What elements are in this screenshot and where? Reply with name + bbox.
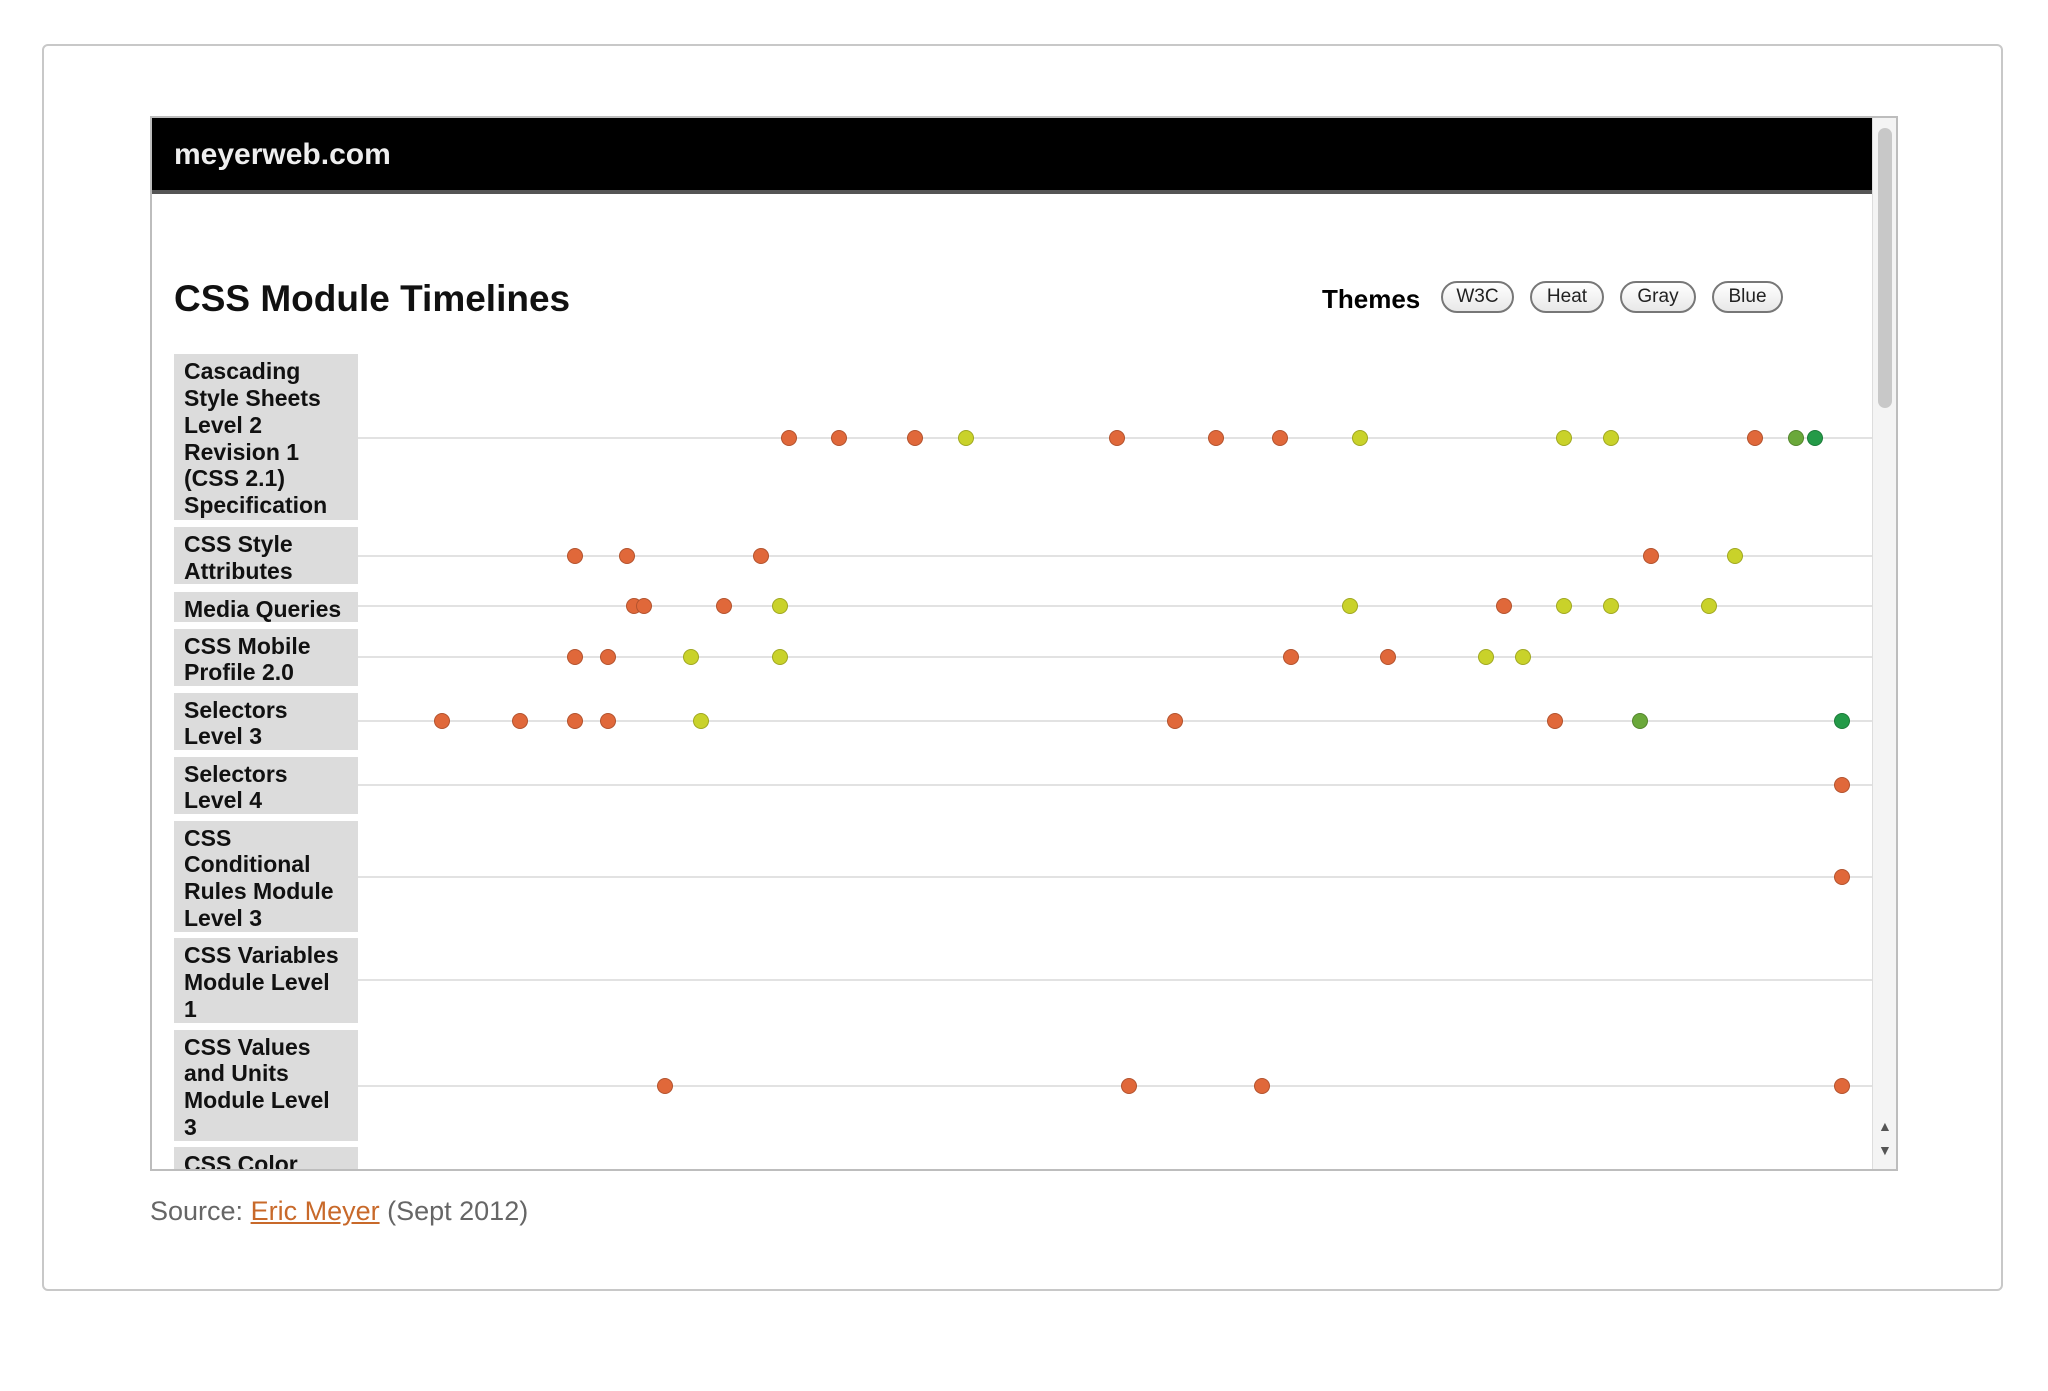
timeline-event [1602, 598, 1619, 615]
module-label: Cascading Style Sheets Level 2 Revision … [174, 354, 358, 521]
theme-button[interactable]: Heat [1530, 281, 1604, 313]
timeline-event [781, 430, 798, 446]
timeline-event [957, 430, 974, 446]
theme-button[interactable]: Gray [1620, 281, 1696, 313]
timeline-event [1746, 430, 1763, 446]
timeline-line [358, 554, 1872, 557]
timeline-event [772, 649, 789, 666]
timeline-event [683, 649, 700, 666]
scroll-up: ▲ [1878, 1118, 1892, 1134]
timeline-event [1254, 1077, 1271, 1094]
timeline-event [1282, 649, 1299, 666]
timeline-event [1341, 598, 1358, 615]
timeline-event [1643, 547, 1660, 564]
timeline-line [358, 1084, 1872, 1087]
timeline-event [567, 649, 584, 666]
timeline-event [619, 547, 636, 564]
timeline-event [433, 713, 450, 730]
timeline-event [599, 713, 616, 730]
timeline-line [358, 720, 1872, 723]
timeline-event [1602, 430, 1619, 446]
module-label: CSS Color [174, 1147, 358, 1169]
module-label: CSS Conditional Rules Module Level 3 [174, 820, 358, 932]
timeline-line [358, 979, 1872, 982]
timeline-event [512, 713, 529, 730]
timeline-event [692, 713, 709, 730]
timeline-event [1272, 430, 1289, 446]
source-note: Source: Eric Meyer (Sept 2012) [150, 1196, 528, 1227]
timeline-line [358, 605, 1872, 608]
module-label: CSS Variables Module Level 1 [174, 938, 358, 1024]
module-label: CSS Style Attributes [174, 526, 358, 585]
source-suffix: (Sept 2012) [387, 1196, 529, 1226]
theme-button[interactable]: W3C [1441, 281, 1514, 313]
scroll-down: ▼ [1878, 1142, 1892, 1158]
timeline-event [1631, 713, 1648, 730]
timeline-line [358, 784, 1872, 787]
timeline-event [1555, 598, 1572, 615]
page-title: CSS Module Timelines [174, 278, 571, 319]
timeline-event [1515, 649, 1532, 666]
timeline-event [636, 598, 653, 615]
timeline-event [1109, 430, 1126, 446]
module-label: Media Queries [174, 592, 358, 623]
timeline-event [906, 430, 923, 446]
timeline-event [1834, 713, 1851, 730]
timeline-line [358, 656, 1872, 659]
timeline-event [567, 713, 584, 730]
module-label: Selectors Level 3 [174, 692, 358, 751]
module-label: CSS Mobile Profile 2.0 [174, 628, 358, 687]
timeline-event [716, 598, 733, 615]
timeline-event [1352, 430, 1369, 446]
timeline-event [1834, 777, 1851, 794]
timeline-line [358, 875, 1872, 878]
timeline-event [599, 649, 616, 666]
timeline-event [1495, 598, 1512, 615]
timeline-event [657, 1077, 674, 1094]
timeline-event [1700, 598, 1717, 615]
themes-label: Themes [1322, 284, 1421, 314]
timeline-event [1546, 713, 1563, 730]
timeline-event [1555, 430, 1572, 446]
site-name: meyerweb.com [174, 138, 391, 171]
site-header: meyerweb.com [152, 118, 1872, 194]
scrollbar: ▲ ▼ [1872, 118, 1896, 1169]
timeline-event [1727, 547, 1744, 564]
module-label: Selectors Level 4 [174, 756, 358, 815]
timeline-event [1477, 649, 1494, 666]
timeline-event [1806, 430, 1823, 446]
timeline-event [772, 598, 789, 615]
source-link[interactable]: Eric Meyer [250, 1196, 380, 1226]
timeline-event [567, 547, 584, 564]
theme-button[interactable]: Blue [1712, 281, 1783, 313]
timeline-event [831, 430, 848, 446]
timeline-event [1120, 1077, 1137, 1094]
screenshot-window: meyerweb.com CSS Module Timelines Themes… [150, 116, 1898, 1171]
timeline-event [1834, 868, 1851, 885]
timeline-event [1208, 430, 1225, 446]
scroll-thumb [1878, 128, 1892, 408]
module-label: CSS Values and Units Module Level 3 [174, 1029, 358, 1141]
timeline-event [752, 547, 769, 564]
timeline-event [1788, 430, 1805, 446]
timeline-event [1379, 649, 1396, 666]
source-prefix: Source: [150, 1196, 244, 1226]
timeline-event [1834, 1077, 1851, 1094]
timeline-event [1166, 713, 1183, 730]
